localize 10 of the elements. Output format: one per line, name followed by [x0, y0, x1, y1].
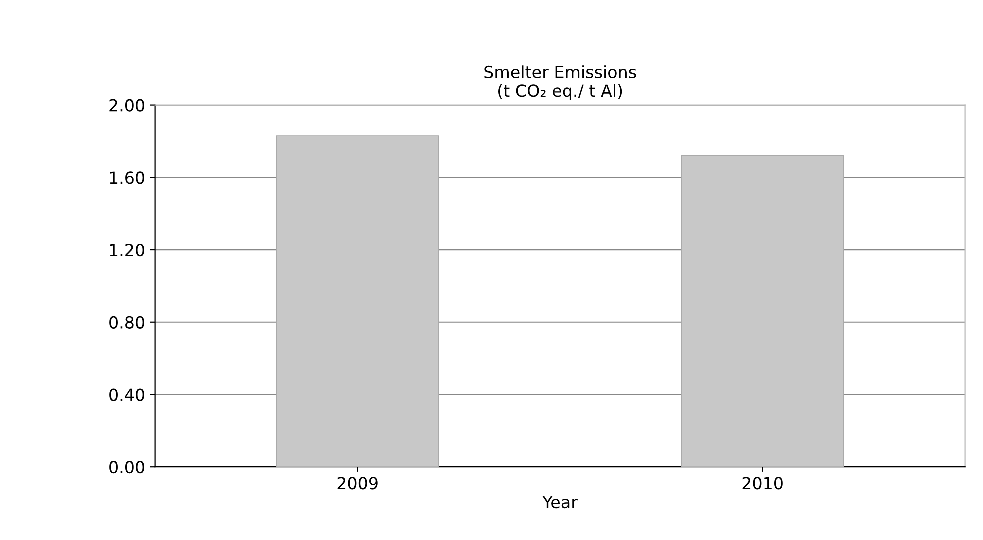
- y-tick-label: 1.60: [110, 172, 144, 184]
- y-tick-label: 0.00: [110, 461, 144, 474]
- y-tick-label: 0.80: [110, 316, 144, 329]
- x-tick-label: 2010: [742, 477, 783, 490]
- y-tick-label: 1.20: [110, 244, 144, 257]
- y-tick-label: 0.40: [110, 388, 144, 402]
- y-tick-label: 2.00: [110, 99, 144, 112]
- x-tick-label: 2009: [338, 477, 378, 490]
- chart-title: Smelter Emissions (t CO₂ eq./ t Al): [484, 66, 636, 100]
- x-axis-title: Year: [542, 496, 578, 509]
